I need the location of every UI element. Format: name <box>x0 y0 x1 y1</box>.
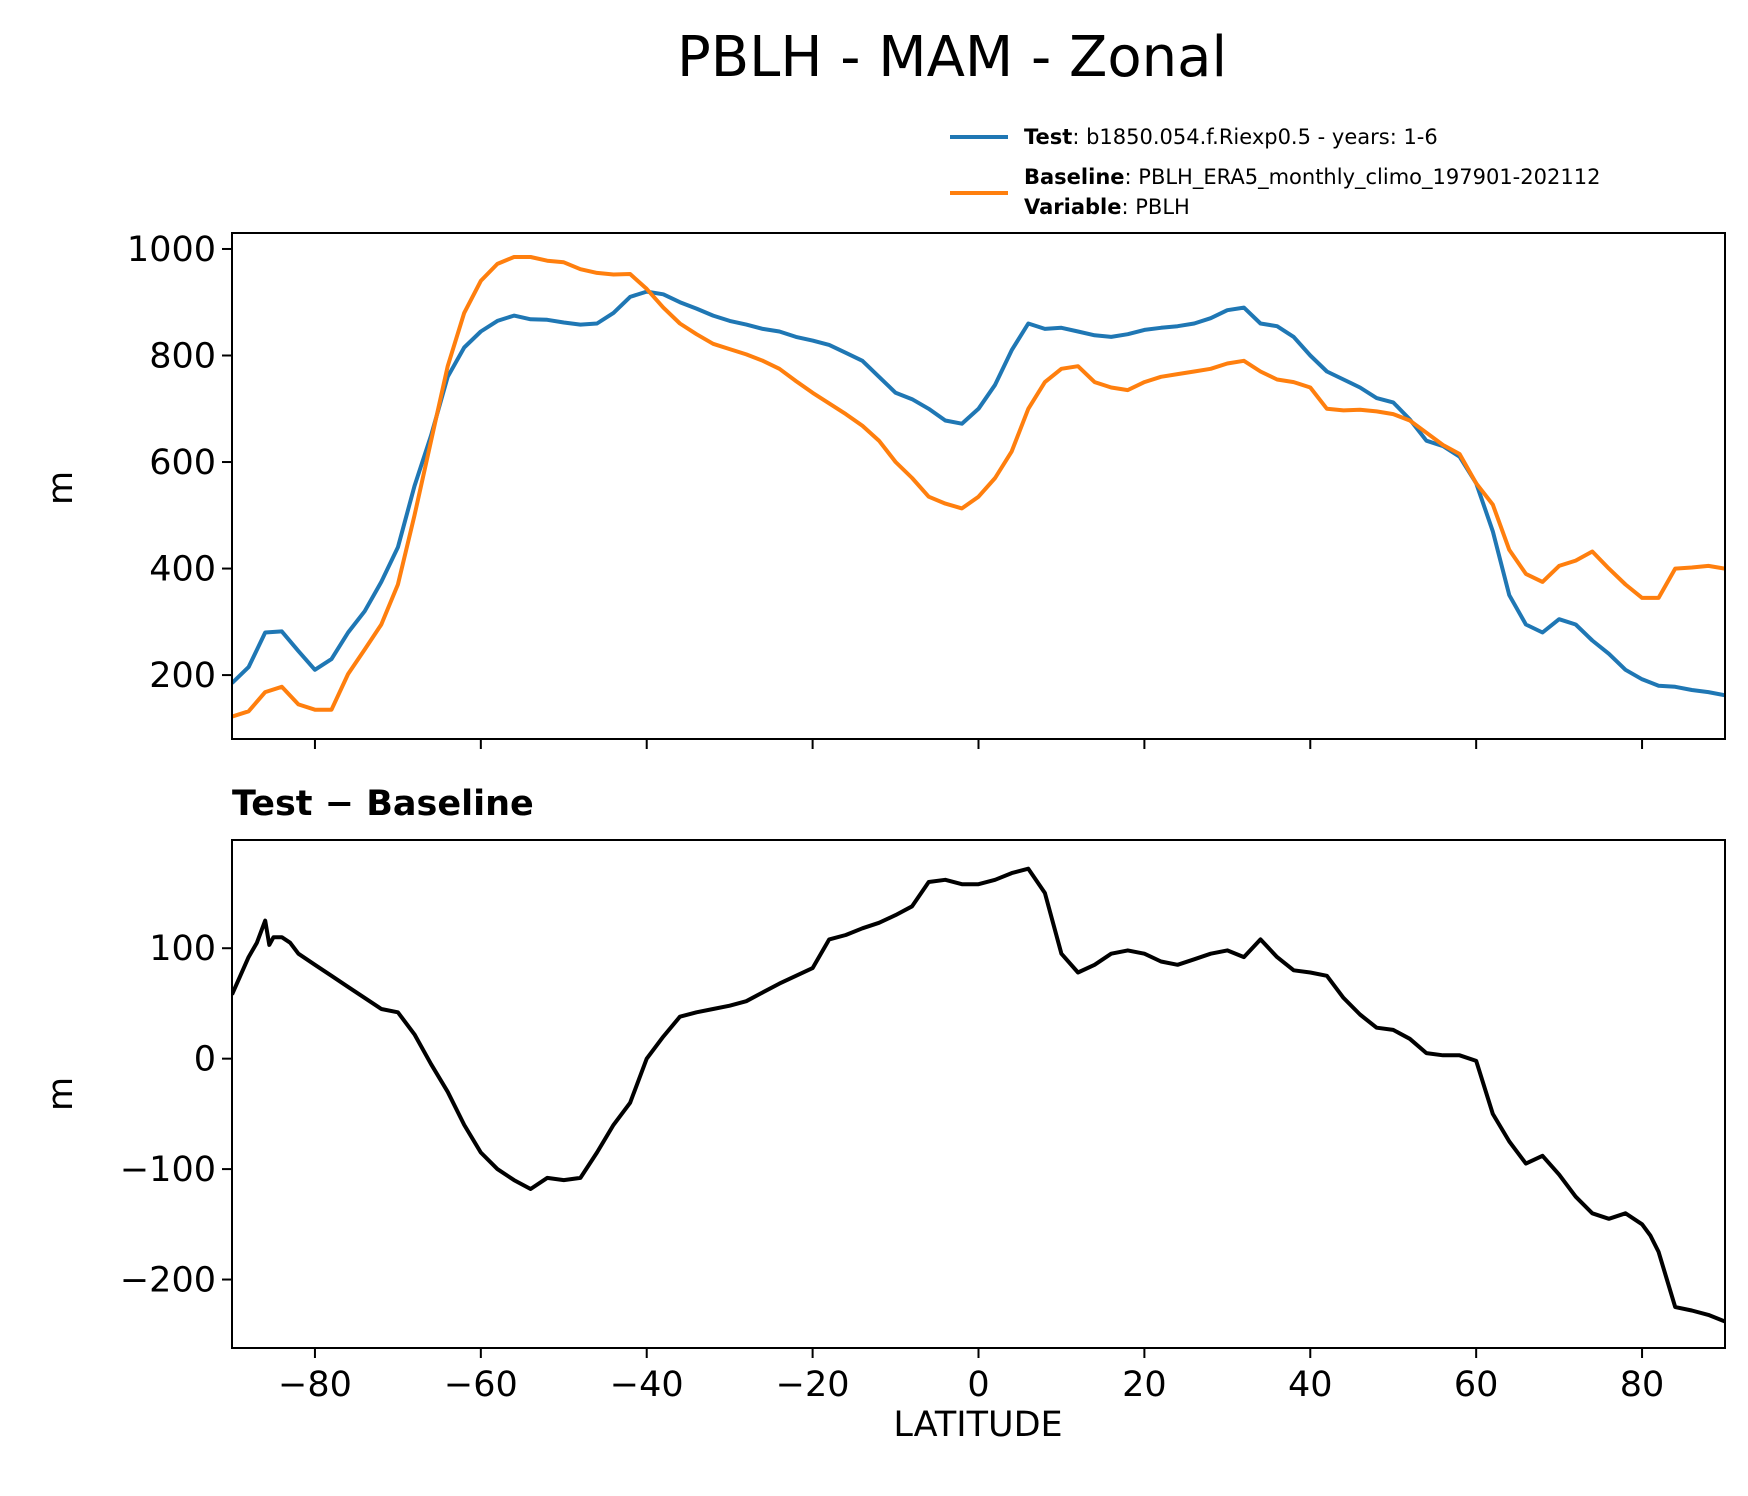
top-y-tick-label: 1000 <box>127 230 216 270</box>
legend-text-variable: PBLH <box>1135 195 1190 219</box>
top-panel: 200 400 600 800 1000 m <box>41 230 1726 749</box>
legend-key-baseline: Baseline <box>1024 165 1125 189</box>
top-y-ticks: 200 400 600 800 1000 <box>127 230 232 696</box>
bottom-y-tick-label: 0 <box>194 1040 216 1080</box>
legend-key-variable: Variable <box>1024 195 1121 219</box>
top-series-line-baseline <box>232 255 1725 719</box>
bottom-y-tick-label: −100 <box>120 1150 216 1190</box>
bottom-x-tick-label: 0 <box>967 1365 989 1405</box>
bottom-series-line-difference <box>232 866 1725 1324</box>
top-y-tick-label: 200 <box>149 656 216 696</box>
bottom-panel-title: Test − Baseline <box>232 784 534 824</box>
bottom-y-axis-label: m <box>41 1077 81 1111</box>
bottom-x-tick-label: 20 <box>1122 1365 1167 1405</box>
bottom-y-ticks: −200 −100 0 100 <box>120 929 232 1301</box>
legend-entry-baseline: Baseline: PBLH_ERA5_monthly_climo_197901… <box>1024 165 1600 190</box>
legend-sep-variable: : <box>1121 195 1135 219</box>
bottom-y-tick-label: 100 <box>149 929 216 969</box>
bottom-x-tick-label: −60 <box>444 1365 518 1405</box>
legend-text-baseline: PBLH_ERA5_monthly_climo_197901-202112 <box>1138 165 1600 190</box>
bottom-x-tick-label: 60 <box>1454 1365 1499 1405</box>
top-y-tick-label: 800 <box>149 337 216 377</box>
top-y-tick-label: 600 <box>149 443 216 483</box>
bottom-plot-area <box>232 866 1725 1324</box>
bottom-x-tick-label: −20 <box>776 1365 850 1405</box>
legend-text-test: b1850.054.f.Riexp0.5 - years: 1-6 <box>1086 125 1438 149</box>
bottom-x-tick-label: 40 <box>1288 1365 1333 1405</box>
top-plot-area <box>232 255 1725 719</box>
bottom-x-tick-label: −40 <box>610 1365 684 1405</box>
legend: Test: b1850.054.f.Riexp0.5 - years: 1-6 … <box>950 125 1600 219</box>
legend-sep-test: : <box>1072 125 1086 149</box>
legend-entry-variable: Variable: PBLH <box>1024 195 1190 219</box>
legend-sep-baseline: : <box>1125 165 1139 189</box>
bottom-x-tick-label: −80 <box>278 1365 352 1405</box>
top-x-ticks <box>313 739 1644 749</box>
x-axis-label: LATITUDE <box>893 1405 1062 1445</box>
legend-key-test: Test <box>1024 125 1072 149</box>
top-axes-frame <box>231 232 1726 740</box>
top-y-axis-label: m <box>41 471 81 505</box>
bottom-axes-frame <box>231 839 1726 1349</box>
figure-title: PBLH - MAM - Zonal <box>677 25 1227 90</box>
top-y-tick-label: 400 <box>149 550 216 590</box>
top-series-line-test <box>232 289 1725 698</box>
bottom-x-tick-label: 80 <box>1620 1365 1665 1405</box>
bottom-y-tick-label: −200 <box>120 1261 216 1301</box>
bottom-x-ticks: −80 −60 −40 −20 0 20 40 60 80 <box>278 1348 1664 1405</box>
legend-entry-test: Test: b1850.054.f.Riexp0.5 - years: 1-6 <box>1024 125 1438 149</box>
